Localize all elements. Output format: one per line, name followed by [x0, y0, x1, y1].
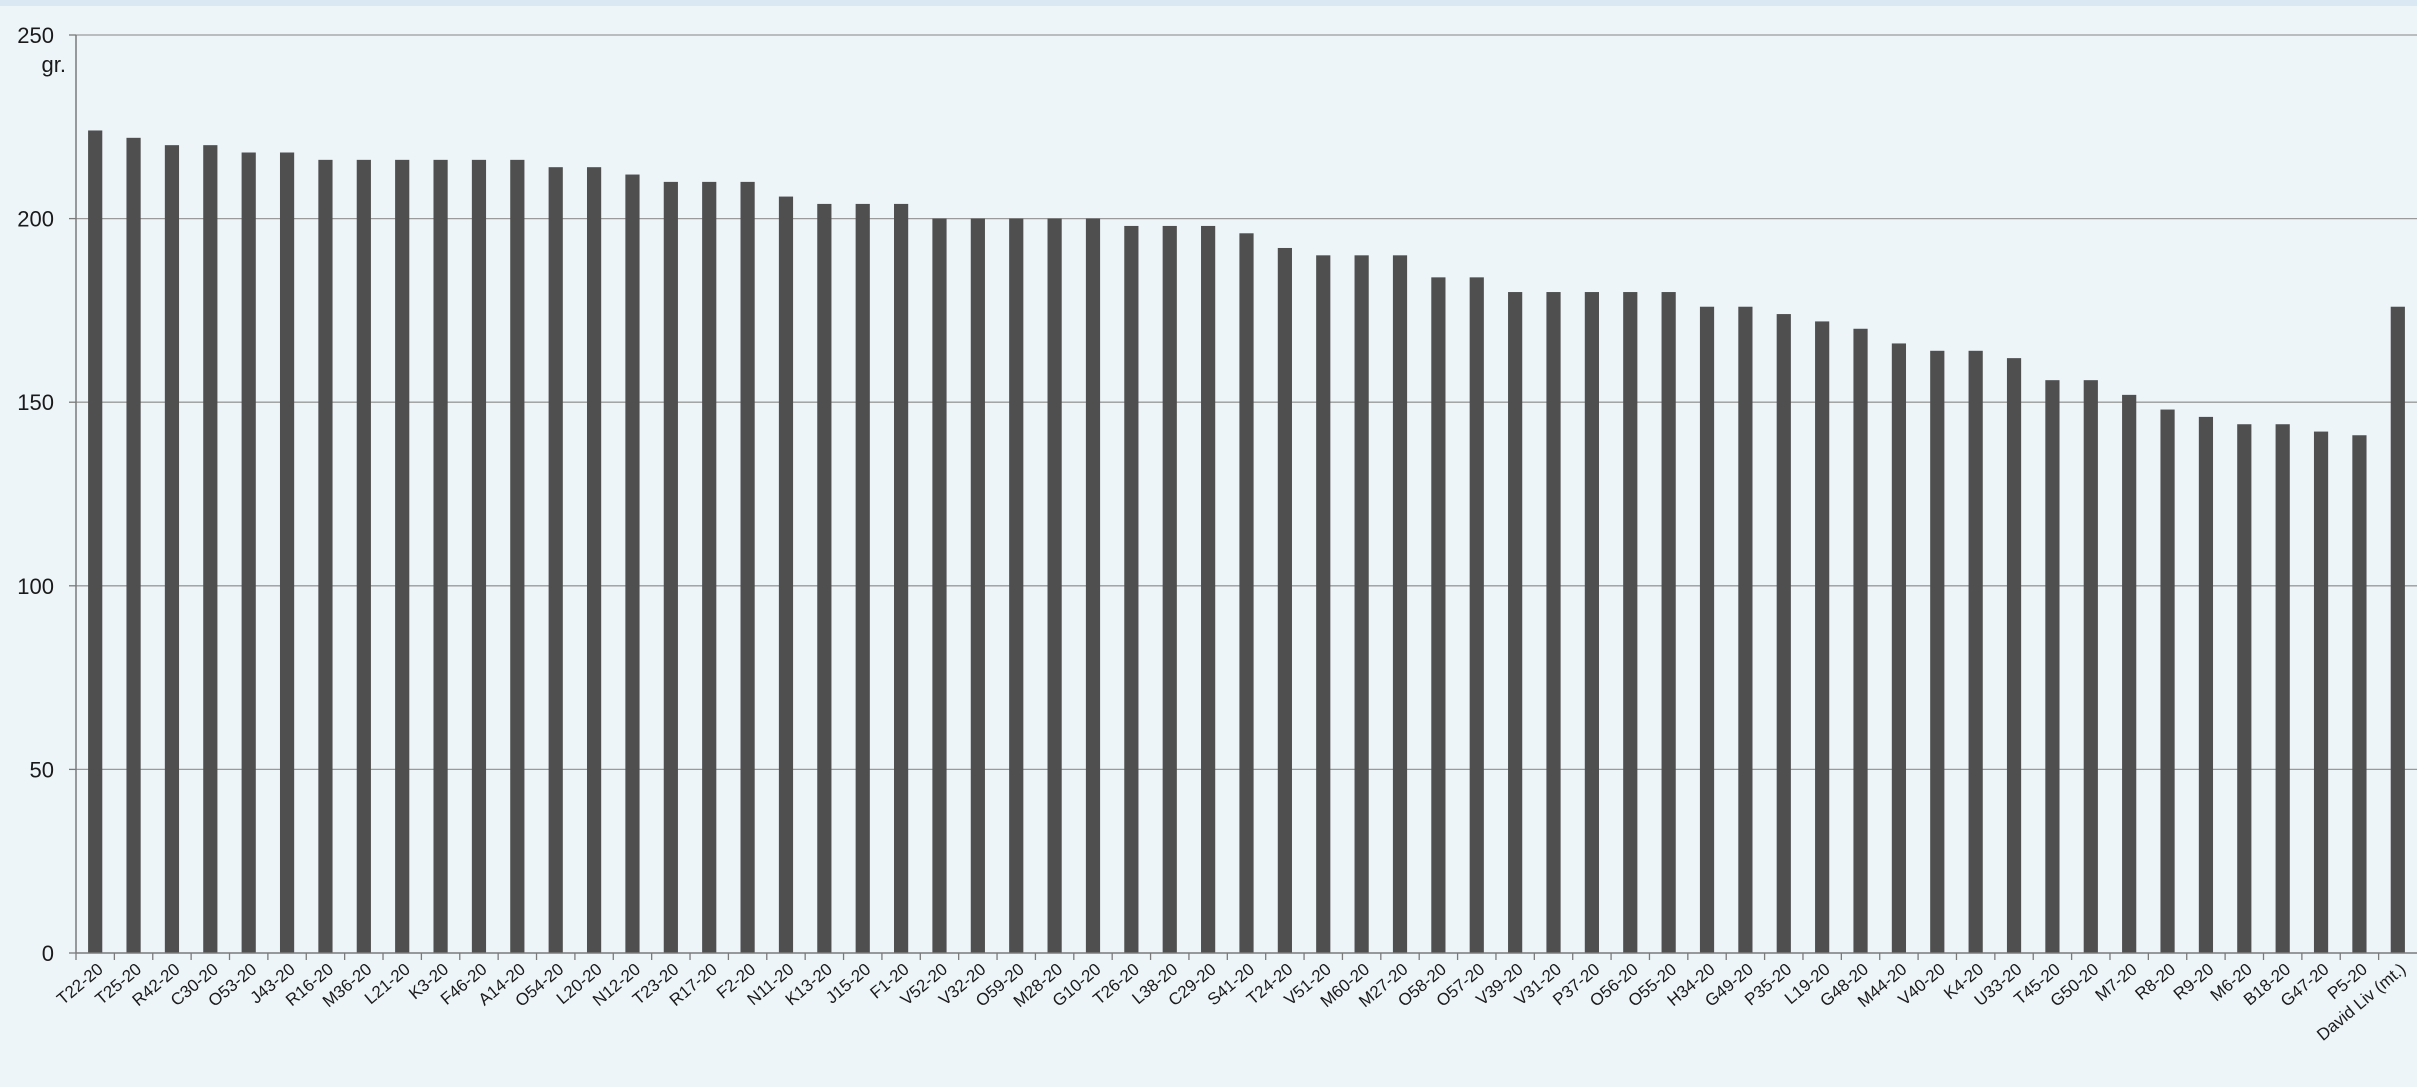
- y-tick-labels: 0 50 100 150 200 250: [17, 23, 54, 966]
- bar: [1584, 292, 1599, 953]
- bar: [1239, 233, 1254, 954]
- bar: [1623, 292, 1638, 953]
- x-category-label: R8-20: [2131, 960, 2179, 1004]
- y-unit-label: gr.: [42, 52, 66, 77]
- bar: [2313, 431, 2329, 953]
- bar: [778, 196, 794, 953]
- bar: [1009, 218, 1024, 954]
- bar: [1277, 247, 1292, 953]
- bar: [1661, 292, 1676, 953]
- bar: [1469, 277, 1484, 953]
- bar: [2006, 358, 2022, 953]
- x-category-label: M7-20: [2092, 960, 2141, 1006]
- bars: [88, 130, 2405, 954]
- bar: [1776, 314, 1791, 953]
- bar: [164, 145, 180, 953]
- bar: [625, 174, 640, 953]
- bar: [88, 130, 103, 954]
- bar: [1162, 225, 1177, 954]
- bar: [586, 167, 602, 953]
- bar: [2045, 380, 2060, 954]
- bar: [1316, 255, 1331, 953]
- bar: [702, 181, 717, 953]
- bar: [126, 137, 141, 954]
- bar: [2122, 394, 2137, 954]
- bar: [1392, 255, 1408, 953]
- bar: [1201, 225, 1216, 954]
- bar: [279, 152, 295, 953]
- bar: [1815, 321, 1830, 953]
- bar: [203, 145, 218, 953]
- bar: [356, 159, 371, 953]
- bar: [2198, 416, 2214, 953]
- bar: [2352, 435, 2367, 953]
- bar: [318, 159, 333, 953]
- bar: [1738, 306, 1753, 953]
- bar: [395, 159, 410, 953]
- bar: [1699, 306, 1715, 953]
- bar: [548, 167, 563, 953]
- bar: [2390, 306, 2405, 953]
- bar: [510, 159, 525, 953]
- top-strip: [0, 0, 2417, 6]
- y-tick-label: 250: [17, 23, 54, 48]
- bar: [471, 159, 487, 953]
- bar: [740, 181, 755, 953]
- x-category-label: R9-20: [2170, 960, 2218, 1004]
- bar: [1047, 218, 1062, 954]
- bar: [1546, 292, 1561, 953]
- bar: [970, 218, 985, 954]
- y-tick-label: 150: [17, 390, 54, 415]
- bar: [433, 159, 448, 953]
- bar: [663, 181, 678, 953]
- bar: [2083, 380, 2098, 954]
- bar: [1354, 255, 1369, 953]
- bar: [894, 203, 909, 954]
- y-tick-label: 0: [42, 941, 54, 966]
- bar: [932, 218, 947, 954]
- bar: [855, 203, 870, 954]
- bar: [2237, 424, 2252, 953]
- bar: [1085, 218, 1101, 954]
- y-tick-label: 100: [17, 574, 54, 599]
- bar: [1891, 343, 1907, 953]
- bar: [1431, 277, 1446, 953]
- bar: [1968, 350, 1983, 953]
- bar: [1508, 292, 1523, 953]
- y-tick-label: 50: [30, 757, 54, 782]
- bar: [1124, 225, 1139, 954]
- x-category-labels: T22-20T25-20R42-20C30-20O53-20J43-20R16-…: [53, 960, 2409, 1045]
- bar: [1930, 350, 1945, 953]
- bar: [2160, 409, 2175, 953]
- bar: [2275, 424, 2290, 953]
- bar: [1853, 328, 1868, 953]
- x-category-label: J15-20: [822, 960, 874, 1008]
- bar: [241, 152, 256, 953]
- axes: [69, 34, 2417, 954]
- bar: [817, 203, 832, 954]
- y-tick-label: 200: [17, 207, 54, 232]
